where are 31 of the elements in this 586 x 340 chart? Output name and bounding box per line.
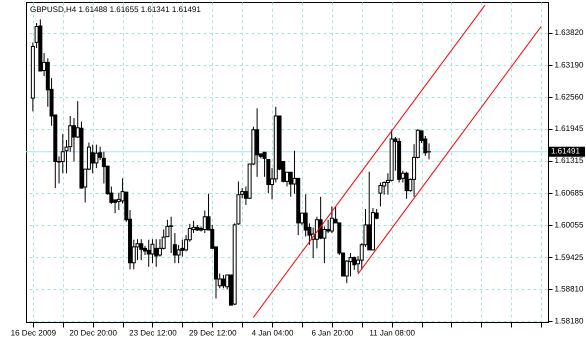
- y-tick-label: 1.63190: [554, 60, 584, 70]
- y-tick-label: 1.59425: [554, 252, 584, 262]
- y-tick-label: 1.58810: [554, 284, 584, 294]
- y-tick-label: 1.58180: [554, 316, 584, 326]
- candlestick: [427, 142, 432, 160]
- y-tick-label: 1.63820: [554, 28, 584, 38]
- candlestick: [202, 210, 207, 234]
- x-tick-label: 29 Dec 12:00: [188, 328, 238, 338]
- y-tick-label: 1.62560: [554, 92, 584, 102]
- candlestick: [378, 182, 382, 207]
- candlestick: [146, 239, 151, 268]
- candlestick: [154, 238, 158, 268]
- x-tick-label: 11 Jan 08:00: [369, 328, 416, 338]
- y-tick-label: 1.61315: [554, 156, 584, 166]
- x-tick-label: 16 Dec 2009: [10, 328, 57, 338]
- y-tick-label: 1.60055: [554, 220, 584, 230]
- candlestick: [150, 238, 154, 264]
- candlestick: [90, 144, 95, 174]
- candlestick: [330, 206, 334, 234]
- x-tick-label: 4 Jan 04:00: [252, 328, 294, 338]
- ref-line-label: 1.61491: [551, 146, 580, 156]
- y-tick-label: 1.61945: [554, 124, 584, 134]
- candlestick: [169, 216, 174, 254]
- candlestick: [139, 238, 144, 261]
- y-tick-label: 1.60685: [554, 188, 584, 198]
- x-tick-label: 20 Dec 20:00: [69, 328, 118, 338]
- candlestick: [94, 144, 98, 169]
- x-tick-label: 6 Jan 20:00: [311, 328, 354, 338]
- candlestick: [404, 171, 409, 200]
- x-tick-label: 23 Dec 12:00: [129, 328, 178, 338]
- chart-title: GBPUSD,H4 1.61488 1.61655 1.61341 1.61491: [30, 5, 202, 14]
